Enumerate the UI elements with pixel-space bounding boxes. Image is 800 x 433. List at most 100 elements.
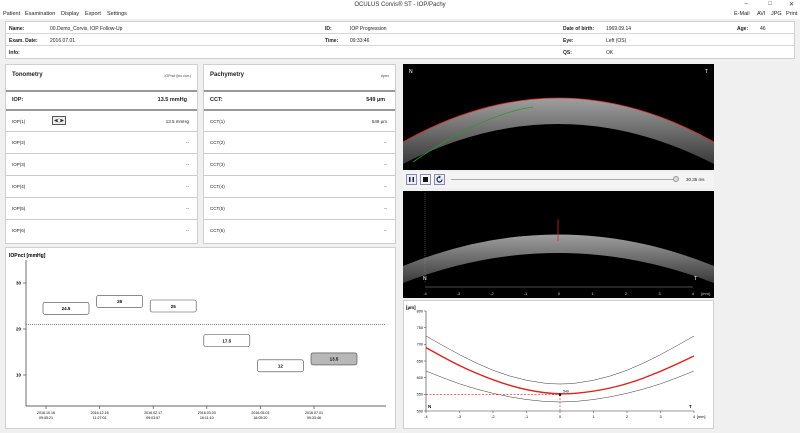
iop-data-box xyxy=(149,299,197,313)
iop-row-label: IOP(2) xyxy=(12,140,26,145)
time-label: Time: xyxy=(325,38,339,44)
age-label: Age: xyxy=(737,26,749,32)
iop-row-label: IOP(1) xyxy=(12,119,26,124)
iop-chart-ylabel: IOPnct [mmHg] xyxy=(9,253,46,259)
exam-date-label: Exam. Date: xyxy=(9,38,38,44)
menu-examination[interactable]: Examination xyxy=(25,11,56,17)
stop-icon[interactable] xyxy=(420,174,431,185)
menu-display[interactable]: Display xyxy=(61,11,80,17)
thickness-ylabel: [µm] xyxy=(406,305,416,310)
iop-data-label: 26 xyxy=(117,299,123,304)
image-tick: 3 xyxy=(658,291,661,296)
iop-row-label: IOP(3) xyxy=(12,162,26,167)
info-label: Info: xyxy=(9,50,20,56)
slider-handle[interactable] xyxy=(673,176,679,182)
thickness-corner-left: N xyxy=(428,404,431,409)
iop-y-tick-label: 20 xyxy=(16,327,22,332)
iop-row-value: -- xyxy=(186,206,189,211)
eye-label: Eye: xyxy=(563,38,574,44)
thickness-x-tick-label: 1 xyxy=(592,415,594,419)
patient-id: IOP Progression xyxy=(350,26,387,32)
replay-icon[interactable] xyxy=(434,174,445,185)
iop-data-label: 17.5 xyxy=(222,338,231,343)
playback-slider[interactable] xyxy=(451,179,674,180)
window-title: OCULUS Corvis® ST - IOP/Pachy xyxy=(354,2,446,8)
iop-data-box xyxy=(203,334,251,347)
menu-patient[interactable]: Patient xyxy=(3,11,21,17)
pachymetry-panel: Pachymetry Apex CCT: 549 µm CCT(1) 549 µm… xyxy=(203,64,396,244)
cct-row-value: -- xyxy=(384,206,387,211)
cornea-image-static xyxy=(403,234,714,283)
iop-x-tick-date: 2016.03.03 xyxy=(198,411,216,415)
menu-avi[interactable]: AVI xyxy=(757,11,766,17)
pachymetry-title: Pachymetry xyxy=(210,72,245,78)
cct-row-label: CCT(5) xyxy=(210,206,225,211)
menu-settings[interactable]: Settings xyxy=(107,11,127,17)
image-tick: -2 xyxy=(490,291,494,296)
video-corner-right: T xyxy=(705,69,708,75)
cct-main-label: CCT: xyxy=(210,97,223,103)
pachymetry-subtitle: Apex xyxy=(381,74,389,78)
thickness-y-tick-label: 800 xyxy=(417,309,423,313)
iop-x-tick-time: 11:27:01 xyxy=(93,416,107,420)
scheimpflug-video: N T xyxy=(402,64,715,170)
menu-print[interactable]: Print xyxy=(786,11,798,17)
cct-main-value: 549 µm xyxy=(366,97,385,103)
cct-row-value: -- xyxy=(384,162,387,167)
image-corner-right: T xyxy=(694,276,697,282)
image-tick: -1 xyxy=(524,291,528,296)
iop-trend-chart: IOPnct [mmHg] 30 20 10 24.5 2016.10.16 09:45:… xyxy=(5,247,396,429)
iop-y-tick-label: 10 xyxy=(16,373,22,378)
iop-trend-svg: IOPnct [mmHg] 30 20 10 24.5 2016.10.1609:45:… xyxy=(9,253,386,420)
close-icon[interactable]: ✕ xyxy=(788,2,794,8)
iop-row-value: -- xyxy=(186,184,189,189)
tonometry-title: Tonometry xyxy=(12,72,43,78)
cct-row-value: -- xyxy=(384,228,387,233)
scheimpflug-image: N T -4 -3 -2 -1 0 1 2 3 4 [mm] xyxy=(403,191,714,298)
cct-row-value: 549 µm xyxy=(371,119,387,124)
scheimpflug-svg: N T -4 -3 -2 -1 0 1 2 3 4 [mm] xyxy=(403,193,714,296)
video-time: 30.35 ms xyxy=(686,177,705,182)
anterior-edge xyxy=(402,97,715,143)
iop-data-label: 25 xyxy=(171,304,177,309)
menu-jpg[interactable]: JPG xyxy=(771,11,782,17)
thickness-x-tick-label: 3 xyxy=(659,415,661,419)
iop-x-tick-time: 09:33:46 xyxy=(307,416,321,420)
exam-date: 2016.07.01 xyxy=(50,38,76,44)
iop-x-tick-date: 2016.05.03 xyxy=(251,411,269,415)
thickness-x-unit: [mm] xyxy=(697,415,705,419)
thickness-y-tick-label: 600 xyxy=(417,376,423,380)
thickness-y-tick-label: 750 xyxy=(417,326,423,330)
iop-row-value: -- xyxy=(186,140,189,145)
iop-main-value: 13.5 mmHg xyxy=(157,97,187,103)
maximize-icon[interactable]: □ xyxy=(768,1,772,7)
iop-row-value: -- xyxy=(186,228,189,233)
eye-icon[interactable] xyxy=(52,116,66,125)
image-tick: 2 xyxy=(625,291,628,296)
menu-email[interactable]: E-Mail xyxy=(734,11,750,17)
iop-x-tick-date: 2016.12.16 xyxy=(91,411,109,415)
menu-export[interactable]: Export xyxy=(85,11,101,17)
cct-row-label: CCT(1) xyxy=(210,119,225,124)
thickness-y-tick-label: 500 xyxy=(417,409,423,413)
image-unit: [mm] xyxy=(701,291,710,296)
tonometry-subtitle: IOPnct (bio.corr.) xyxy=(164,74,191,78)
iop-data-box xyxy=(42,301,90,315)
apex-label: 549 xyxy=(563,390,569,394)
posterior-edge xyxy=(412,106,534,163)
iop-x-tick-date: 2016.02.17 xyxy=(144,411,162,415)
pause-icon[interactable] xyxy=(406,174,417,185)
exam-time: 09:33:46 xyxy=(350,38,370,44)
qs-value: OK xyxy=(606,50,614,56)
cct-row-label: CCT(6) xyxy=(210,228,225,233)
iop-x-tick-date: 2016.10.16 xyxy=(37,411,55,415)
iop-x-tick-date: 2016.07.01 xyxy=(305,411,323,415)
iop-x-tick-time: 16:05:20 xyxy=(253,416,267,420)
iop-row-value: -- xyxy=(186,162,189,167)
cct-row-value: -- xyxy=(384,140,387,145)
iop-x-tick-time: 09:45:21 xyxy=(39,416,53,420)
iop-x-tick-time: 09:03:57 xyxy=(146,416,160,420)
minimize-icon[interactable]: – xyxy=(744,1,748,7)
thickness-series-lower xyxy=(425,370,695,403)
patient-info-panel: Name: 00.Demo_Corvis, IOP Follow-Up ID: … xyxy=(5,21,795,59)
